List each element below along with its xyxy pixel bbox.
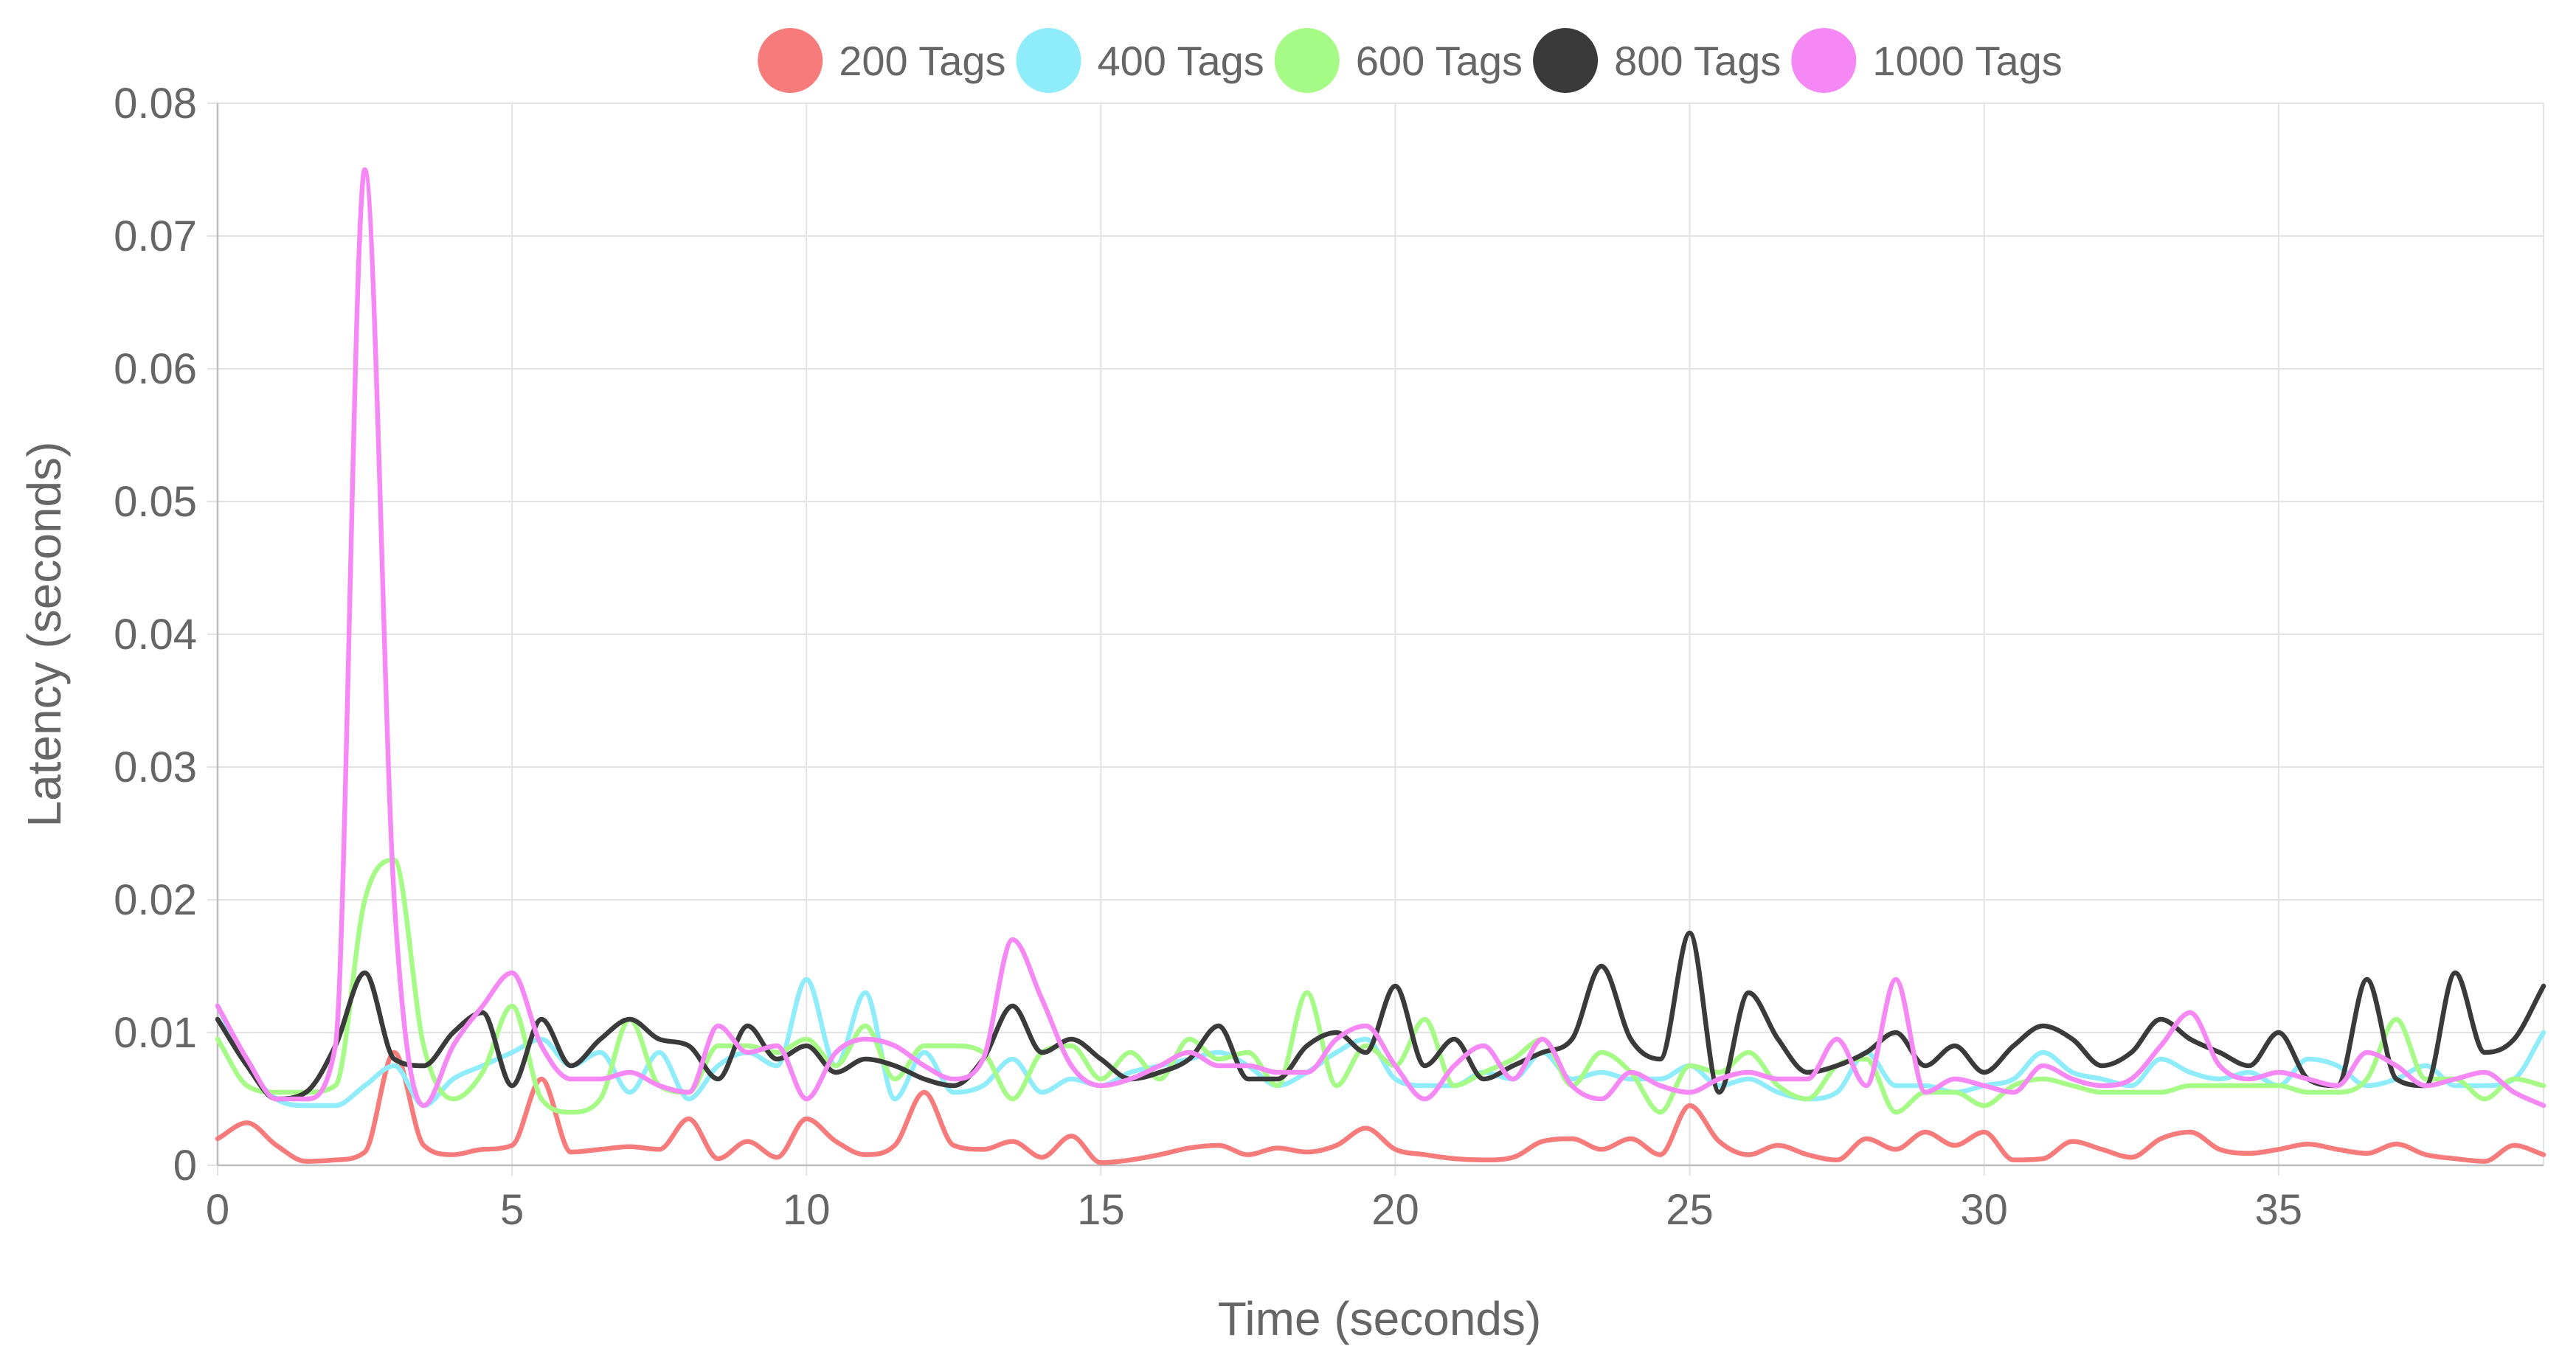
- x-tick-label: 10: [783, 1186, 831, 1234]
- x-axis-title: Time (seconds): [1218, 1292, 1542, 1345]
- legend-swatch: [1791, 28, 1857, 93]
- legend-swatch: [1533, 28, 1599, 93]
- x-tick-label: 30: [1960, 1186, 2008, 1234]
- series-line-1000-tags: [215, 167, 2546, 1109]
- y-tick-label: 0.07: [114, 212, 197, 260]
- legend-swatch: [758, 28, 823, 93]
- legend-item-400-tags[interactable]: 400 Tags: [1016, 28, 1264, 93]
- legend-item-1000-tags[interactable]: 1000 Tags: [1791, 28, 2063, 93]
- y-tick-label: 0.03: [114, 743, 197, 791]
- legend-swatch: [1016, 28, 1081, 93]
- legend: 200 Tags 400 Tags 600 Tags 800 Tags 1000 Tag…: [758, 28, 2063, 93]
- x-tick-label: 5: [500, 1186, 524, 1234]
- legend-label: 1000 Tags: [1872, 38, 2062, 84]
- legend-item-800-tags[interactable]: 800 Tags: [1533, 28, 1781, 93]
- x-tick-label: 0: [206, 1186, 229, 1234]
- legend-swatch: [1274, 28, 1340, 93]
- x-tick-label: 35: [2255, 1186, 2303, 1234]
- series-lines: [215, 167, 2546, 1165]
- x-tick-label: 20: [1371, 1186, 1419, 1234]
- legend-item-200-tags[interactable]: 200 Tags: [758, 28, 1006, 93]
- y-axis-title: Latency (seconds): [18, 442, 71, 828]
- legend-label: 400 Tags: [1098, 38, 1264, 84]
- legend-label: 200 Tags: [839, 38, 1005, 84]
- series-line-800-tags: [215, 930, 2546, 1102]
- legend-label: 800 Tags: [1614, 38, 1781, 84]
- grid: [207, 103, 2544, 1176]
- y-tick-label: 0.08: [114, 80, 197, 128]
- y-tick-label: 0.05: [114, 478, 197, 526]
- y-tick-label: 0: [173, 1142, 197, 1190]
- series-line-200-tags: [215, 1050, 2546, 1165]
- y-tick-label: 0.06: [114, 345, 197, 393]
- y-tick-label: 0.04: [114, 611, 197, 659]
- legend-label: 600 Tags: [1356, 38, 1523, 84]
- axes: 0 0.01 0.02 0.03 0.04 0.05 0.06 0.07 0.08 0 5 10 15 2…: [114, 80, 2544, 1234]
- y-tick-label: 0.01: [114, 1009, 197, 1057]
- x-tick-label: 25: [1666, 1186, 1714, 1234]
- series-line-400-tags: [215, 976, 2546, 1109]
- legend-item-600-tags[interactable]: 600 Tags: [1274, 28, 1523, 93]
- x-tick-label: 15: [1077, 1186, 1125, 1234]
- y-tick-label: 0.02: [114, 876, 197, 924]
